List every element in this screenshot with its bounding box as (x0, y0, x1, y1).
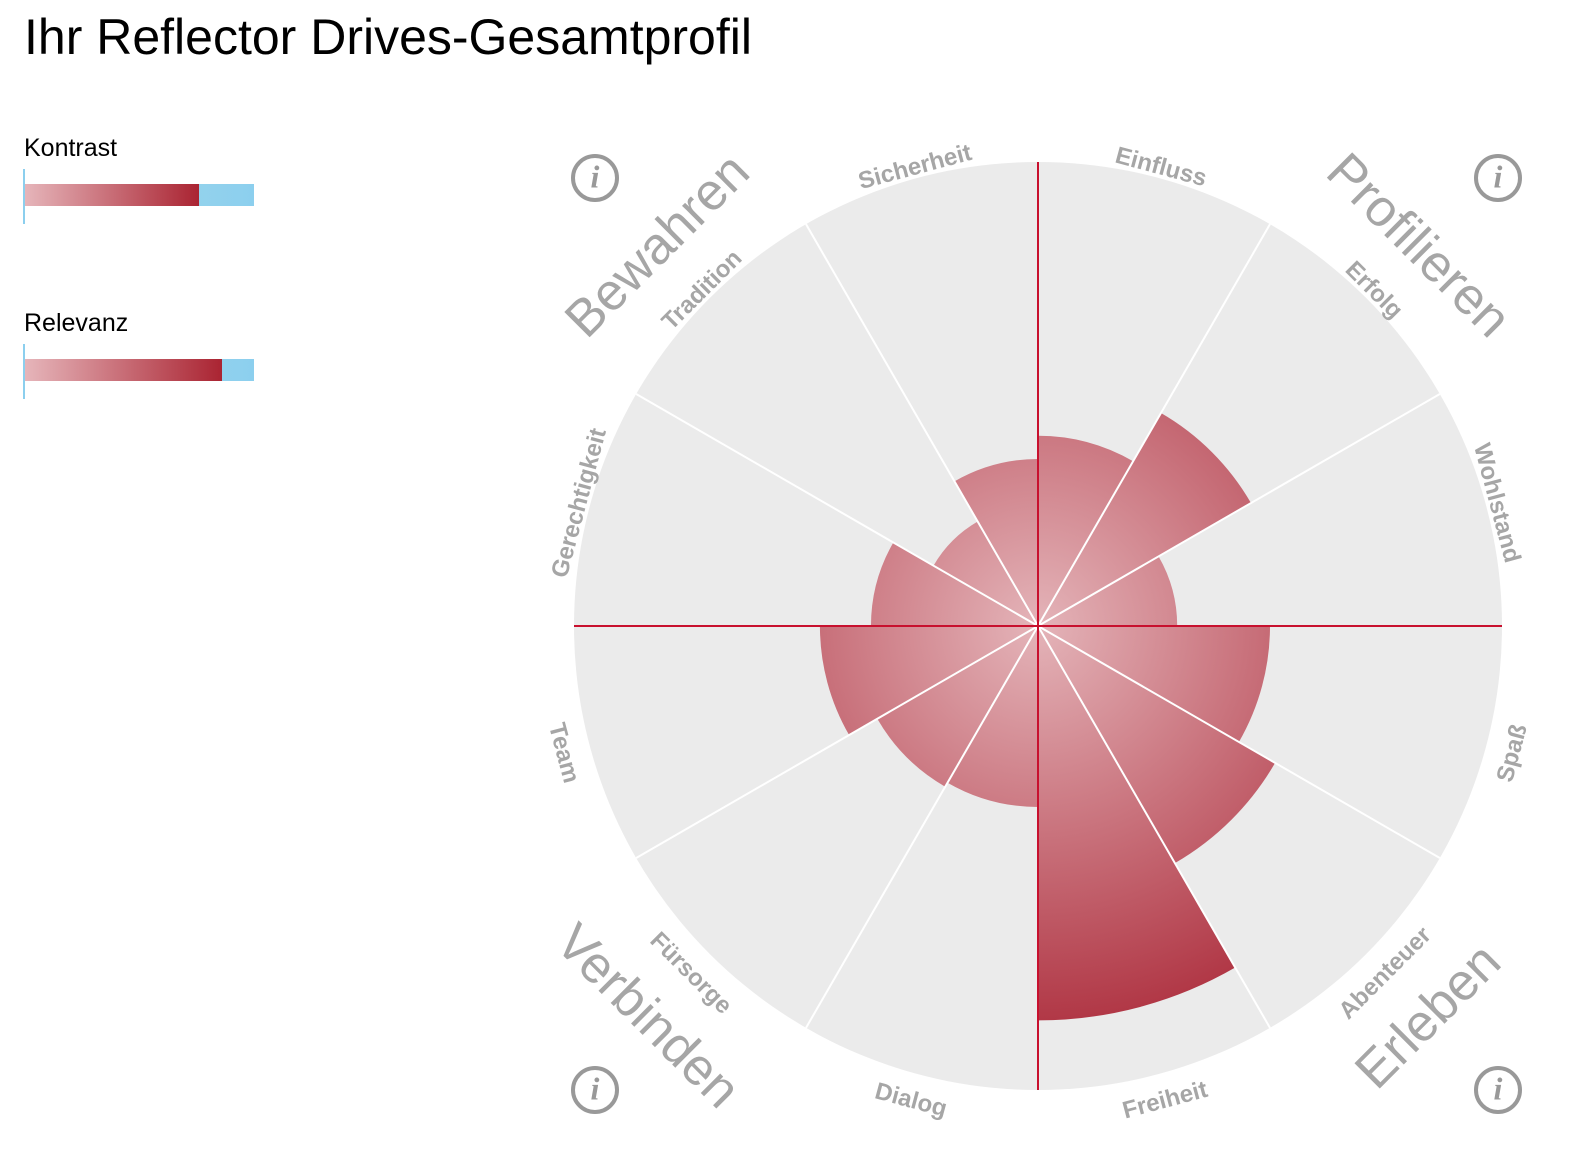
bar-tick (23, 344, 25, 399)
bar-erfolg (1038, 413, 1251, 626)
legend-relevanz: Relevanz (23, 309, 254, 399)
sector-divider (805, 625, 1039, 1029)
category-label: Freiheit (1120, 1076, 1211, 1125)
info-icon-circle (571, 1066, 619, 1114)
bar-team (819, 626, 1038, 736)
bar-abenteuer (1038, 626, 1276, 864)
quadrant-label-erleben: Erleben (1344, 932, 1512, 1100)
sector-divider (1037, 223, 1271, 627)
info-icon-circle (1474, 154, 1522, 202)
bar-spaß (1038, 626, 1270, 742)
info-icon-glyph: i (591, 1070, 600, 1106)
category-label: Team (543, 720, 585, 786)
legend-kontrast: Kontrast (23, 134, 254, 224)
bar-sicherheit (954, 458, 1038, 626)
info-icon-glyph: i (1494, 158, 1503, 194)
relevanz-bar (23, 344, 254, 399)
legend-label: Relevanz (24, 309, 129, 337)
sector-divider (1037, 625, 1441, 859)
info-icon-glyph: i (591, 158, 600, 194)
legend-label: Kontrast (24, 134, 118, 162)
kontrast-bar-fill (24, 184, 199, 206)
info-icon[interactable]: i (1474, 1066, 1522, 1114)
bar-dialog (947, 626, 1038, 807)
bar-freiheit (1038, 626, 1236, 1021)
bar-wohlstand (1038, 556, 1178, 626)
bar-einfluss (1038, 435, 1134, 626)
page-title: Ihr Reflector Drives-Gesamtprofil (24, 9, 752, 65)
kontrast-bar (23, 169, 254, 224)
info-icon-circle (1474, 1066, 1522, 1114)
info-icon[interactable]: i (571, 1066, 619, 1114)
sector-divider (635, 625, 1039, 859)
category-label: Dialog (872, 1078, 950, 1123)
sector-divider (635, 393, 1039, 627)
bar-gerechtigkeit (870, 542, 1038, 626)
info-icon-glyph: i (1494, 1070, 1503, 1106)
info-icon-circle (571, 154, 619, 202)
bar-tick (23, 169, 25, 224)
sector-divider (1037, 625, 1271, 1029)
sector-divider (805, 223, 1039, 627)
bar-fürsorge (877, 626, 1038, 787)
info-icon[interactable]: i (571, 154, 619, 202)
relevanz-bar-fill (24, 359, 222, 381)
category-label: Spaß (1491, 721, 1532, 785)
bar-tradition (933, 521, 1038, 626)
sector-divider (1037, 393, 1441, 627)
info-icon[interactable]: i (1474, 154, 1522, 202)
